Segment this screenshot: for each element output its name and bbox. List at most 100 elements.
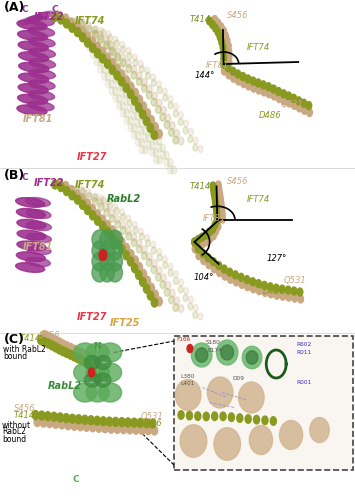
Circle shape	[139, 426, 145, 434]
Circle shape	[99, 222, 106, 230]
Circle shape	[104, 60, 111, 68]
Circle shape	[115, 53, 120, 61]
Circle shape	[56, 338, 62, 347]
Text: IFT27: IFT27	[76, 312, 107, 322]
Circle shape	[279, 285, 285, 293]
Circle shape	[141, 252, 147, 260]
Circle shape	[241, 80, 246, 88]
Ellipse shape	[180, 425, 207, 457]
Circle shape	[212, 220, 218, 228]
Circle shape	[109, 210, 115, 218]
Circle shape	[160, 113, 165, 121]
Circle shape	[151, 74, 156, 80]
Circle shape	[83, 36, 88, 44]
Circle shape	[195, 412, 201, 420]
Circle shape	[148, 283, 154, 292]
Circle shape	[236, 77, 241, 85]
Ellipse shape	[246, 351, 258, 364]
Circle shape	[115, 216, 120, 224]
Circle shape	[217, 192, 223, 200]
Circle shape	[58, 182, 64, 192]
Circle shape	[127, 52, 132, 60]
Circle shape	[178, 137, 184, 145]
Circle shape	[192, 244, 198, 252]
Circle shape	[115, 48, 120, 56]
Circle shape	[88, 368, 95, 377]
Circle shape	[104, 53, 110, 61]
Circle shape	[144, 109, 151, 118]
Circle shape	[94, 416, 100, 425]
Text: (C): (C)	[4, 334, 24, 346]
Circle shape	[122, 70, 128, 78]
Circle shape	[126, 232, 132, 240]
Circle shape	[128, 116, 133, 124]
Circle shape	[200, 240, 206, 248]
Ellipse shape	[16, 208, 45, 218]
Circle shape	[307, 108, 312, 116]
Circle shape	[123, 83, 129, 92]
Ellipse shape	[214, 428, 241, 460]
Circle shape	[49, 334, 55, 343]
Text: C: C	[22, 172, 28, 182]
Circle shape	[267, 283, 273, 291]
Text: N: N	[93, 342, 100, 351]
Circle shape	[89, 422, 96, 432]
Circle shape	[155, 273, 161, 281]
Circle shape	[297, 104, 302, 112]
Circle shape	[173, 110, 178, 117]
Circle shape	[218, 196, 224, 204]
Circle shape	[119, 418, 125, 426]
Circle shape	[38, 336, 44, 344]
Circle shape	[123, 97, 129, 105]
Circle shape	[133, 92, 139, 100]
Text: IFT81: IFT81	[206, 60, 229, 70]
Circle shape	[291, 287, 297, 295]
Circle shape	[113, 36, 118, 43]
Circle shape	[179, 279, 184, 286]
Circle shape	[135, 119, 140, 127]
Ellipse shape	[92, 263, 107, 282]
Ellipse shape	[17, 241, 46, 250]
Text: C: C	[22, 5, 28, 14]
Circle shape	[262, 416, 268, 424]
Circle shape	[80, 188, 86, 196]
Circle shape	[63, 414, 70, 422]
Ellipse shape	[108, 241, 122, 260]
Circle shape	[273, 284, 279, 292]
Ellipse shape	[28, 27, 55, 36]
Circle shape	[136, 72, 142, 80]
Circle shape	[114, 238, 120, 248]
Ellipse shape	[18, 94, 48, 104]
Circle shape	[132, 222, 137, 228]
Circle shape	[133, 226, 138, 234]
Text: T414: T414	[20, 334, 41, 343]
Circle shape	[104, 208, 109, 216]
Circle shape	[188, 303, 193, 310]
Circle shape	[189, 128, 193, 136]
Circle shape	[84, 206, 91, 214]
Circle shape	[38, 411, 45, 420]
Circle shape	[235, 70, 241, 78]
Circle shape	[169, 296, 174, 304]
Circle shape	[192, 238, 197, 246]
Circle shape	[146, 72, 151, 79]
Circle shape	[75, 28, 81, 36]
Circle shape	[67, 344, 73, 352]
Circle shape	[207, 234, 213, 242]
Circle shape	[213, 197, 218, 205]
Ellipse shape	[18, 41, 48, 51]
Circle shape	[196, 242, 202, 250]
Circle shape	[114, 232, 120, 240]
Circle shape	[192, 238, 197, 246]
Circle shape	[127, 220, 132, 227]
Circle shape	[89, 44, 96, 52]
Circle shape	[78, 349, 85, 358]
Circle shape	[163, 94, 168, 101]
Ellipse shape	[24, 16, 42, 24]
Circle shape	[113, 204, 118, 210]
Circle shape	[137, 100, 143, 108]
Circle shape	[98, 58, 103, 66]
Circle shape	[102, 424, 108, 432]
Circle shape	[228, 413, 234, 422]
Circle shape	[188, 136, 193, 142]
